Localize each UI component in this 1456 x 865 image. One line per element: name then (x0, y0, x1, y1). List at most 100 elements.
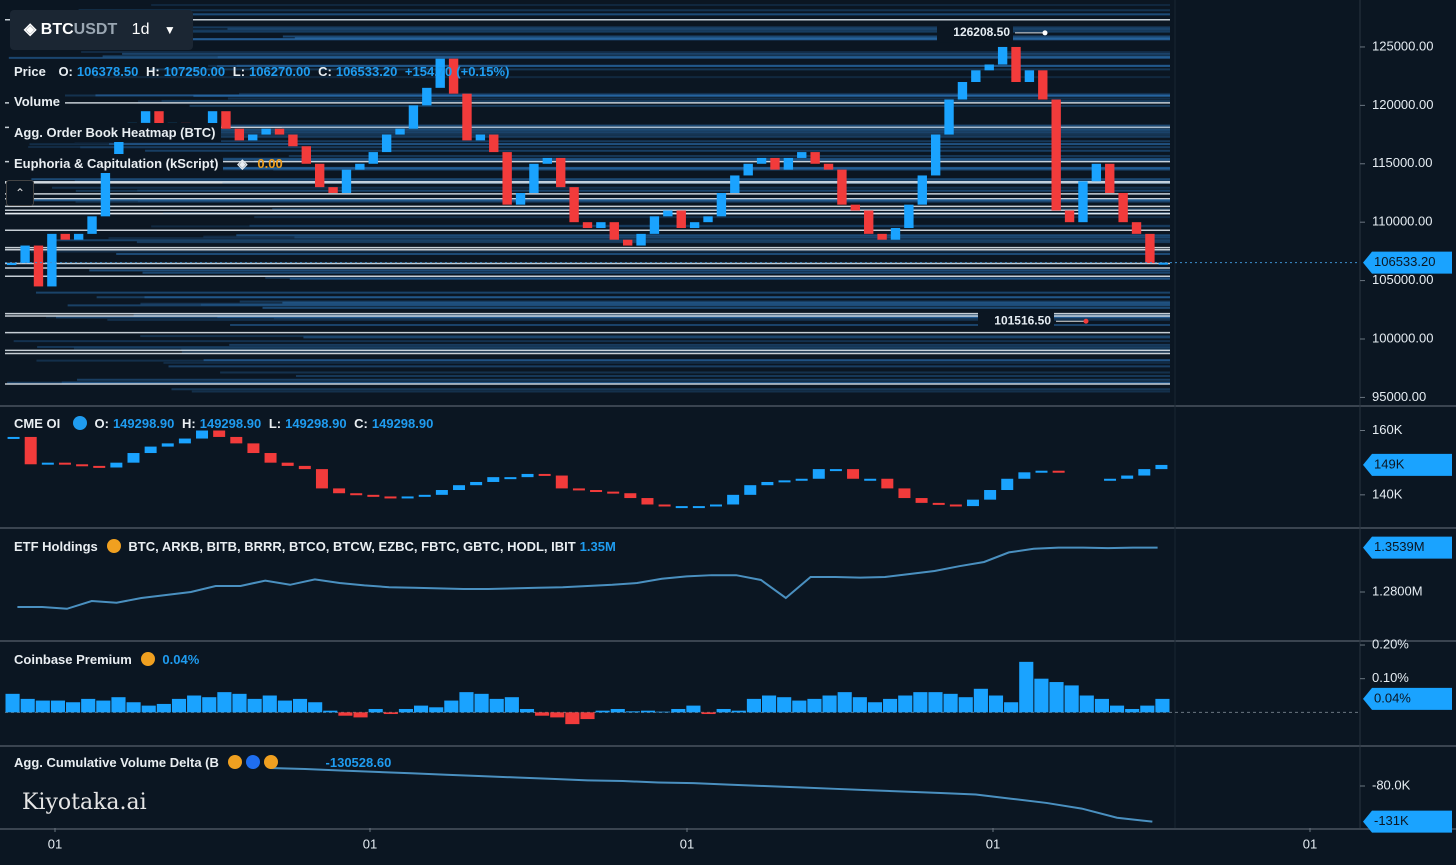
bar (716, 708, 731, 713)
overlay-label[interactable]: Euphoria & Capitulation (kScript) ◈ 0.00 (9, 154, 287, 173)
collapse-button[interactable]: ⌃ (6, 180, 34, 206)
bar (398, 708, 414, 713)
candle (341, 169, 352, 193)
bar (368, 708, 383, 713)
candle (864, 210, 874, 234)
bar (323, 710, 338, 713)
annotation-bg (978, 311, 1054, 332)
y-tick-label: 0.10% (1372, 670, 1409, 685)
change-pct: (+0.15%) (456, 64, 510, 79)
bar (308, 702, 323, 713)
candle (689, 222, 700, 229)
candle (418, 494, 431, 497)
bar (232, 693, 247, 713)
candle (1024, 70, 1035, 83)
high: 149298.90 (199, 416, 262, 431)
legend-value: 1.35M (579, 539, 616, 554)
candle (529, 163, 539, 193)
bar (1125, 708, 1140, 713)
candle (502, 152, 512, 205)
candle (1138, 469, 1151, 476)
c-label: C: (354, 416, 368, 431)
candle (636, 233, 646, 246)
candle (435, 58, 445, 88)
c-label: C: (318, 64, 332, 79)
legend-title: Price (9, 62, 51, 81)
overlay-label[interactable]: Agg. Order Book Heatmap (BTC) (9, 123, 225, 142)
bar (1004, 702, 1019, 713)
bar (414, 705, 429, 713)
x-tick-label: 01 (986, 836, 1000, 851)
high: 107250.00 (163, 64, 226, 79)
candle (288, 134, 298, 147)
candle (333, 488, 346, 494)
h-label: H: (182, 416, 196, 431)
candle (24, 436, 37, 465)
o-label: O: (58, 64, 73, 79)
candle (487, 477, 500, 482)
bar (126, 702, 141, 713)
candle (917, 175, 927, 205)
candle (401, 496, 414, 499)
bar (1140, 705, 1155, 713)
last-value-tag (1363, 453, 1452, 476)
annotation-bg (937, 22, 1013, 43)
candle (1064, 210, 1075, 223)
candle (47, 233, 57, 287)
bar (156, 703, 171, 713)
candle (1105, 163, 1115, 193)
candle (20, 245, 30, 264)
candle (221, 111, 231, 129)
bar (474, 693, 489, 713)
candle (58, 462, 71, 465)
l-label: L: (268, 416, 282, 431)
candle (33, 245, 44, 287)
bar (686, 705, 701, 713)
candle (783, 157, 794, 170)
symbol-selector[interactable]: ◈ BTCUSDT 1d ▼ (10, 10, 193, 50)
candle (730, 175, 740, 193)
y-tick-label: 160K (1372, 422, 1403, 437)
last-value-label: 1.3539M (1374, 539, 1425, 554)
bar (701, 712, 716, 715)
bar (928, 692, 943, 713)
cvd-legend: Agg. Cumulative Volume Delta (B -130528.… (9, 753, 395, 772)
bar (66, 702, 81, 713)
y-tick-label: 125000.00 (1372, 38, 1433, 53)
candle (823, 163, 834, 170)
x-tick-label: 01 (363, 836, 377, 851)
y-tick-label: 115000.00 (1372, 155, 1433, 170)
bar (292, 698, 308, 713)
last-value-tag (1363, 810, 1452, 833)
candle (609, 222, 619, 240)
candle (213, 430, 226, 437)
candle (944, 99, 954, 135)
overlay-label[interactable]: Volume (9, 92, 69, 111)
y-tick-label: 110000.00 (1372, 214, 1433, 229)
candle (453, 485, 466, 491)
bar (1034, 678, 1049, 713)
candle (274, 128, 285, 135)
candle (778, 480, 791, 483)
bar (247, 698, 262, 713)
legend-title: CME OI (9, 414, 66, 433)
candle (230, 436, 243, 444)
overlay: Euphoria & Capitulation (kScript) (9, 154, 224, 173)
bar (1155, 698, 1170, 713)
candle (127, 453, 140, 463)
candle (1035, 470, 1048, 473)
bar (429, 707, 444, 713)
candle (298, 465, 311, 470)
bar (187, 695, 202, 713)
bar (777, 697, 792, 713)
candle (542, 157, 553, 164)
bar (731, 710, 746, 713)
y-tick-label: -80.0K (1372, 777, 1411, 792)
last-value-tag (1363, 536, 1452, 559)
bar (20, 698, 35, 713)
candle (649, 216, 660, 234)
candle (196, 430, 209, 439)
candle (60, 233, 70, 240)
